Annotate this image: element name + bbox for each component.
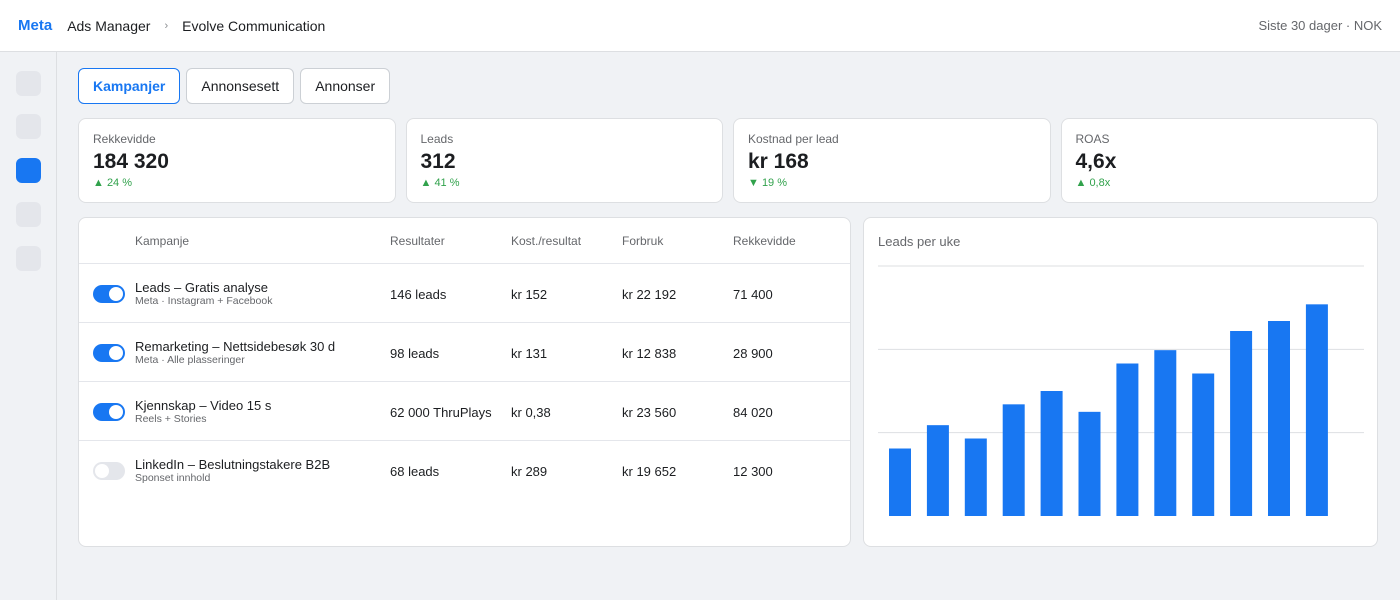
rail-button-campaigns-active[interactable] — [16, 158, 41, 183]
level-tabs: Kampanjer Annonsesett Annonser — [78, 68, 391, 104]
cell-cost: kr 0,38 — [511, 405, 551, 420]
chart-bar-week-5[interactable] — [1040, 391, 1063, 516]
campaign-toggle[interactable] — [93, 462, 125, 480]
kpi-card-roas: ROAS 4,6x ▲ 0,8x — [1060, 118, 1378, 203]
cell-spend: kr 22 192 — [622, 287, 677, 302]
chart-bar-week-10[interactable] — [1230, 331, 1253, 516]
kpi-value: kr 168 — [748, 150, 809, 173]
kpi-label: Leads — [420, 132, 454, 146]
campaign-subtitle: Sponset innhold — [135, 472, 211, 484]
kpi-value: 312 — [420, 150, 456, 173]
campaign-toggle[interactable] — [93, 403, 125, 421]
campaign-subtitle: Meta · Instagram + Facebook — [135, 295, 273, 307]
toggle-knob — [95, 464, 109, 478]
chart-plot — [878, 265, 1364, 517]
chart-bar-week-11[interactable] — [1268, 321, 1290, 516]
cell-reach: 84 020 — [733, 405, 773, 420]
kpi-label: ROAS — [1075, 132, 1110, 146]
cell-reach: 28 900 — [733, 346, 773, 361]
toggle-knob — [109, 346, 123, 360]
kpi-delta: ▼ 19 % — [748, 177, 788, 190]
cell-results: 68 leads — [390, 464, 440, 479]
table-row[interactable]: Remarketing – Nettsidebesøk 30 d Meta · … — [79, 323, 850, 382]
toggle-knob — [109, 287, 123, 301]
tab-annonsesett[interactable]: Annonsesett — [186, 68, 295, 104]
cell-results: 62 000 ThruPlays — [390, 405, 492, 420]
rail-button-5[interactable] — [16, 246, 41, 271]
campaign-name[interactable]: LinkedIn – Beslutningstakere B2B — [135, 457, 331, 472]
toggle-knob — [109, 405, 123, 419]
date-range-selector[interactable]: Siste 30 dager · NOK — [1258, 18, 1382, 33]
chart-bar-week-2[interactable] — [926, 425, 949, 516]
rail-button-2[interactable] — [16, 114, 41, 139]
cell-reach: 71 400 — [733, 287, 773, 302]
kpi-value: 4,6x — [1075, 150, 1117, 173]
cell-results: 146 leads — [390, 287, 447, 302]
table-header: Kampanje Resultater Kost./resultat Forbr… — [79, 218, 850, 264]
cell-spend: kr 23 560 — [622, 405, 677, 420]
campaign-name[interactable]: Leads – Gratis analyse — [135, 280, 268, 295]
kpi-delta: ▲ 41 % — [420, 177, 460, 190]
cell-cost: kr 152 — [511, 287, 548, 302]
side-rail — [0, 52, 57, 600]
kpi-value: 184 320 — [93, 150, 169, 173]
breadcrumb-ads-manager[interactable]: Ads Manager — [67, 17, 151, 34]
rail-button-1[interactable] — [16, 71, 41, 96]
kpi-card-reach: Rekkevidde 184 320 ▲ 24 % — [78, 118, 396, 203]
column-header-cost-per-result[interactable]: Kost./resultat — [511, 234, 582, 248]
chart-title: Leads per uke — [878, 234, 961, 249]
meta-logo[interactable]: Meta — [18, 17, 53, 34]
cell-reach: 12 300 — [733, 464, 773, 479]
cell-cost: kr 131 — [511, 346, 548, 361]
tab-annonser[interactable]: Annonser — [300, 68, 391, 104]
campaign-toggle[interactable] — [93, 344, 125, 362]
campaign-toggle[interactable] — [93, 285, 125, 303]
chart-bar-week-1[interactable] — [889, 448, 911, 517]
cell-results: 98 leads — [390, 346, 440, 361]
column-header-campaign[interactable]: Kampanje — [135, 234, 190, 248]
cell-spend: kr 19 652 — [622, 464, 677, 479]
chart-bar-week-8[interactable] — [1154, 350, 1177, 516]
chart-bar-week-7[interactable] — [1116, 363, 1139, 517]
campaign-table: Kampanje Resultater Kost./resultat Forbr… — [78, 217, 851, 547]
breadcrumb-account[interactable]: Evolve Communication — [182, 17, 326, 34]
kpi-card-cost-per-lead: Kostnad per lead kr 168 ▼ 19 % — [733, 118, 1051, 203]
kpi-card-leads: Leads 312 ▲ 41 % — [405, 118, 723, 203]
chart-bar-week-6[interactable] — [1078, 411, 1101, 516]
campaign-name[interactable]: Kjennskap – Video 15 s — [135, 398, 272, 413]
chart-bar-week-12[interactable] — [1305, 304, 1328, 516]
kpi-delta: ▲ 24 % — [93, 177, 133, 190]
table-row[interactable]: Kjennskap – Video 15 s Reels + Stories 6… — [79, 382, 850, 441]
table-row[interactable]: Leads – Gratis analyse Meta · Instagram … — [79, 264, 850, 323]
kpi-row: Rekkevidde 184 320 ▲ 24 % Leads 312 ▲ 41… — [78, 118, 1378, 203]
chevron-right-icon: › — [164, 19, 169, 32]
table-row[interactable]: LinkedIn – Beslutningstakere B2B Sponset… — [79, 441, 850, 500]
kpi-delta: ▲ 0,8x — [1075, 177, 1111, 190]
campaign-subtitle: Reels + Stories — [135, 413, 207, 425]
tab-kampanjer[interactable]: Kampanjer — [78, 68, 181, 104]
chart-bar-week-3[interactable] — [964, 438, 987, 517]
column-header-reach[interactable]: Rekkevidde — [733, 234, 796, 248]
top-bar: Meta Ads Manager › Evolve Communication … — [0, 0, 1400, 52]
kpi-label: Rekkevidde — [93, 132, 156, 146]
campaign-name[interactable]: Remarketing – Nettsidebesøk 30 d — [135, 339, 336, 354]
leads-per-week-chart: Leads per uke — [863, 217, 1378, 547]
column-header-spend[interactable]: Forbruk — [622, 234, 664, 248]
rail-button-4[interactable] — [16, 202, 41, 227]
campaign-subtitle: Meta · Alle plasseringer — [135, 354, 245, 366]
kpi-label: Kostnad per lead — [748, 132, 839, 146]
cell-cost: kr 289 — [511, 464, 548, 479]
column-header-results[interactable]: Resultater — [390, 234, 445, 248]
cell-spend: kr 12 838 — [622, 346, 677, 361]
chart-bar-week-4[interactable] — [1002, 404, 1025, 516]
chart-bar-week-9[interactable] — [1192, 373, 1215, 517]
